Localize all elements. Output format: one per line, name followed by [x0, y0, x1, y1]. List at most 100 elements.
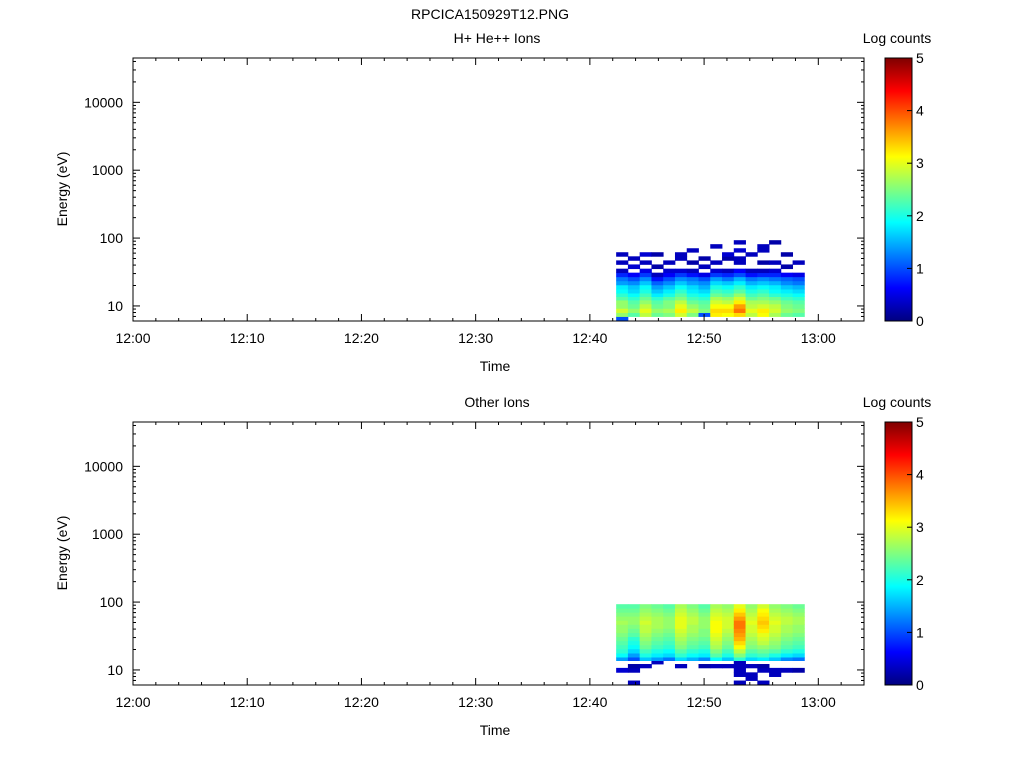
- heatmap-cell: [627, 256, 641, 261]
- heatmap-cell: [769, 628, 782, 634]
- heatmap-cell: [686, 628, 699, 634]
- heatmap-cell: [710, 272, 723, 278]
- heatmap-cell: [745, 628, 758, 634]
- colorbar-tick-label: 5: [916, 414, 924, 430]
- heatmap-cell: [757, 276, 770, 282]
- heatmap-cell: [780, 667, 794, 673]
- heatmap-cell: [757, 272, 770, 278]
- heatmap-cell: [674, 648, 688, 654]
- heatmap-cell: [792, 312, 805, 317]
- heatmap-cell: [769, 612, 782, 617]
- heatmap-cell: [757, 664, 770, 669]
- heatmap-cell: [757, 300, 770, 305]
- heatmap-cell: [663, 628, 676, 634]
- heatmap-cell: [698, 628, 711, 634]
- heatmap-cell: [710, 300, 723, 305]
- heatmap-cell: [639, 636, 652, 642]
- heatmap-cell: [710, 268, 723, 274]
- heatmap-cell: [698, 256, 711, 261]
- heatmap-cell: [698, 289, 711, 294]
- heatmap-cell: [698, 300, 711, 305]
- heatmap-cell: [663, 303, 676, 309]
- heatmap-cell: [733, 284, 746, 290]
- heatmap-cell: [745, 664, 758, 669]
- heatmap-cell: [663, 612, 676, 617]
- heatmap-cell: [663, 657, 676, 661]
- heatmap-cell: [698, 624, 711, 629]
- colorbar-tick-label: 0: [916, 677, 924, 693]
- heatmap-cell: [710, 604, 723, 609]
- figure-title: RPCICA150929T12.PNG: [411, 6, 569, 22]
- heatmap-cell: [780, 640, 794, 646]
- heatmap-cell: [733, 303, 746, 309]
- heatmap-cell: [733, 300, 746, 305]
- heatmap-cell: [663, 284, 676, 290]
- heatmap-cell: [651, 272, 664, 278]
- heatmap-cell: [722, 293, 735, 297]
- heatmap-cell: [745, 672, 758, 677]
- colorbar-tick-label: 2: [916, 572, 924, 588]
- heatmap-cell: [698, 280, 711, 286]
- heatmap-cell: [627, 657, 641, 661]
- heatmap-cell: [710, 289, 723, 294]
- colorbar-tick-label: 3: [916, 519, 924, 535]
- heatmap-cell: [722, 644, 735, 650]
- colorbar-tick-label: 1: [916, 624, 924, 640]
- heatmap-cell: [710, 624, 723, 629]
- heatmap-cell: [745, 300, 758, 305]
- heatmap-cell: [722, 616, 735, 621]
- heatmap-cell: [674, 608, 688, 613]
- y-tick-label: 100: [100, 230, 124, 246]
- heatmap-cell: [651, 624, 664, 629]
- heatmap-cell: [686, 248, 699, 253]
- heatmap-cell: [639, 624, 652, 629]
- x-tick-label: 12:50: [687, 694, 722, 710]
- colorbar-label: Log counts: [863, 394, 932, 410]
- heatmap-cell: [616, 280, 629, 286]
- heatmap-cell: [733, 272, 746, 278]
- heatmap-cell: [710, 280, 723, 286]
- heatmap-cell: [616, 296, 629, 301]
- heatmap-cell: [733, 653, 746, 658]
- heatmap-cell: [686, 608, 699, 613]
- heatmap-cell: [710, 284, 723, 290]
- heatmap-cell: [780, 280, 794, 286]
- heatmap-cell: [710, 657, 723, 661]
- heatmap-cell: [722, 303, 735, 309]
- heatmap-cell: [733, 664, 746, 669]
- heatmap-cell: [674, 303, 688, 309]
- heatmap-cell: [710, 620, 723, 625]
- heatmap-cell: [616, 260, 629, 265]
- heatmap-cell: [663, 653, 676, 658]
- heatmap-cell: [639, 260, 652, 265]
- heatmap-cell: [733, 240, 746, 245]
- heatmap-cell: [722, 604, 735, 609]
- heatmap-cell: [710, 632, 723, 638]
- x-tick-label: 12:10: [230, 694, 265, 710]
- heatmap-cell: [627, 680, 641, 686]
- heatmap-cell: [792, 296, 805, 301]
- heatmap-cells: [616, 604, 805, 686]
- x-tick-label: 12:50: [687, 330, 722, 346]
- y-tick-label: 100: [100, 594, 124, 610]
- heatmap-cell: [627, 308, 641, 313]
- heatmap-cell: [757, 260, 770, 265]
- heatmap-cell: [616, 308, 629, 313]
- heatmap-cell: [745, 616, 758, 621]
- heatmap-cell: [769, 289, 782, 294]
- heatmap-cell: [733, 660, 746, 665]
- heatmap-cell: [745, 280, 758, 286]
- heatmap-cell: [674, 276, 688, 282]
- heatmap-cell: [769, 644, 782, 650]
- heatmap-cell: [792, 289, 805, 294]
- heatmap-cell: [651, 293, 664, 297]
- heatmap-cell: [733, 260, 746, 265]
- heatmap-cell: [651, 296, 664, 301]
- heatmap-cell: [780, 636, 794, 642]
- heatmap-cell: [710, 644, 723, 650]
- heatmap-cell: [686, 648, 699, 654]
- panel-title: H+ He++ Ions: [454, 30, 541, 46]
- heatmap-cell: [722, 312, 735, 317]
- heatmap-cell: [627, 616, 641, 621]
- heatmap-cell: [757, 680, 770, 686]
